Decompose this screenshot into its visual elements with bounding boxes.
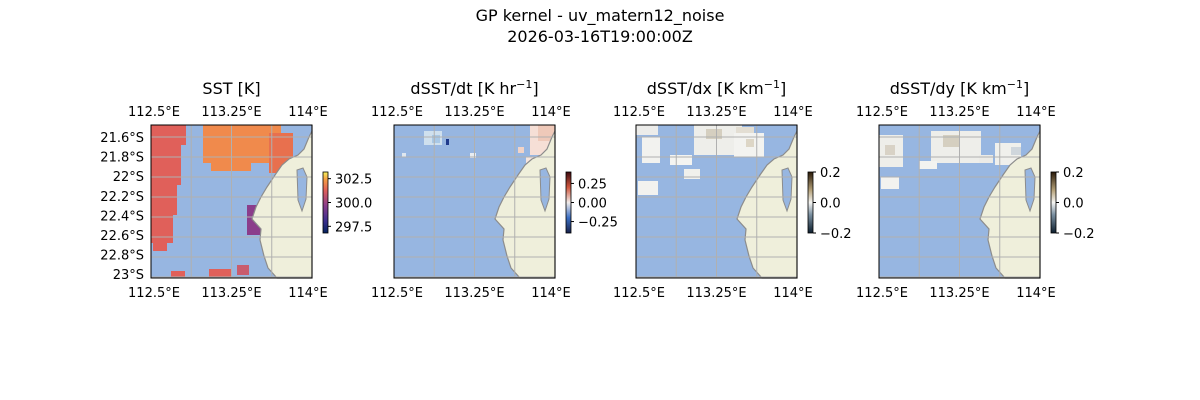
xtick-label-bottom: 113.25°E — [201, 286, 261, 301]
ytick-label: 21.6°S — [100, 131, 144, 146]
xtick-label-bottom: 112.5°E — [128, 286, 180, 301]
colorbar-sst: 302.5 300.0 297.5 — [322, 171, 372, 235]
data-patch — [979, 155, 993, 163]
colorbar-tick-label: −0.25 — [578, 216, 618, 231]
colorbar-tick-label: 0.2 — [820, 166, 841, 181]
panel-dsst_dt: dSST/dt [K hr−1] 112.5°E 112.5°E 113.25°E 11… — [371, 78, 618, 302]
xtick-label-top: 112.5°E — [613, 105, 665, 120]
colorbar-gradient — [565, 171, 572, 234]
xtick-label-top: 113.25°E — [201, 105, 261, 120]
panel-title: dSST/dt [K hr−1] — [410, 78, 538, 99]
figure-title: GP kernel - uv_matern12_noise — [475, 6, 725, 25]
xtick-label-bottom: 113.25°E — [444, 286, 504, 301]
ytick-label: 23°S — [113, 268, 144, 283]
xtick-label-bottom: 114°E — [1016, 286, 1056, 301]
xtick-label-top: 114°E — [531, 105, 571, 120]
ytick-label: 22.2°S — [100, 190, 144, 205]
xtick-label-top: 114°E — [773, 105, 813, 120]
colorbar-tick-label: 0.00 — [578, 197, 607, 212]
data-patch — [249, 125, 269, 139]
xtick-label-top: 113.25°E — [686, 105, 746, 120]
xtick-label-top: 114°E — [1016, 105, 1056, 120]
data-patch — [153, 243, 167, 251]
data-patch — [446, 139, 449, 145]
colorbar-tick-label: 0.25 — [578, 177, 607, 192]
panel-dsst_dx: dSST/dx [K km−1] 112.5°E 112.5°E 113.25°E 11… — [613, 78, 852, 302]
colorbar-dsst_dx: 0.2 0.0 −0.2 — [807, 166, 852, 242]
data-patch — [919, 161, 937, 169]
data-patch — [151, 215, 173, 243]
colorbar-tick-label: −0.2 — [820, 227, 852, 242]
data-patch — [151, 145, 181, 185]
panel-title: dSST/dy [K km−1] — [890, 78, 1029, 99]
data-patch — [636, 125, 658, 135]
data-patch — [402, 153, 406, 157]
bay-area — [539, 167, 551, 213]
colorbar-dsst_dt: 0.25 0.00 −0.25 — [565, 171, 618, 234]
data-patch — [209, 269, 231, 278]
panel-title: dSST/dx [K km−1] — [647, 78, 786, 99]
axes-frame — [393, 124, 556, 279]
data-patch — [470, 153, 476, 158]
data-patch — [237, 265, 249, 275]
ytick-label: 22.4°S — [100, 209, 144, 224]
panel-sst: SST [K] 112.5°E 112.5°E 113.25°E 113.25°E 114… — [100, 79, 372, 301]
panel-dsst_dy: dSST/dy [K km−1] 112.5°E 112.5°E 113.25°E 11… — [856, 78, 1095, 302]
colorbar-tick-label: 0.0 — [1063, 197, 1084, 212]
colorbar-tick-label: 0.0 — [820, 197, 841, 212]
data-patch — [706, 129, 722, 139]
colorbar-gradient — [1050, 171, 1057, 234]
axes-frame — [878, 124, 1041, 279]
data-patch — [684, 169, 700, 179]
data-patch — [881, 177, 899, 189]
data-patch — [885, 145, 895, 155]
xtick-label-bottom: 114°E — [531, 286, 571, 301]
ytick-label: 21.8°S — [100, 151, 144, 166]
ytick-label: 22.8°S — [100, 249, 144, 264]
ytick-label: 22°S — [113, 170, 144, 185]
data-patch — [151, 125, 186, 145]
xtick-label-bottom: 114°E — [288, 286, 328, 301]
xtick-label-top: 113.25°E — [929, 105, 989, 120]
axes-frame — [150, 124, 313, 279]
axes-frame — [635, 124, 798, 279]
data-patch — [642, 137, 660, 163]
data-patch — [518, 147, 524, 153]
data-patch — [746, 139, 754, 147]
xtick-label-top: 112.5°E — [371, 105, 423, 120]
data-patch — [171, 271, 185, 278]
bay-area — [1024, 167, 1036, 213]
xtick-label-top: 113.25°E — [444, 105, 504, 120]
bay-area — [296, 167, 308, 213]
colorbar-tick-label: 300.0 — [335, 197, 372, 212]
figure-subtitle: 2026-03-16T19:00:00Z — [507, 27, 693, 46]
bay-area — [781, 167, 793, 213]
xtick-label-bottom: 112.5°E — [371, 286, 423, 301]
xtick-label-top: 112.5°E — [856, 105, 908, 120]
data-patch — [432, 135, 440, 143]
data-patch — [670, 155, 692, 165]
xtick-label-bottom: 114°E — [773, 286, 813, 301]
data-patch — [943, 135, 959, 147]
data-patch — [1011, 147, 1021, 155]
panel-title: SST [K] — [202, 79, 260, 98]
xtick-label-bottom: 113.25°E — [686, 286, 746, 301]
colorbar-dsst_dy: 0.2 0.0 −0.2 — [1050, 166, 1095, 242]
colorbar-tick-label: 0.2 — [1063, 166, 1084, 181]
data-patch — [736, 127, 754, 133]
ytick-label: 22.6°S — [100, 229, 144, 244]
xtick-label-top: 114°E — [288, 105, 328, 120]
xtick-label-bottom: 112.5°E — [613, 286, 665, 301]
colorbar-tick-label: 302.5 — [335, 173, 372, 188]
data-patch — [151, 185, 177, 215]
xtick-label-bottom: 112.5°E — [856, 286, 908, 301]
data-patch — [638, 181, 658, 195]
colorbar-gradient — [807, 171, 814, 234]
xtick-label-top: 112.5°E — [128, 105, 180, 120]
colorbar-gradient — [322, 171, 329, 234]
xtick-label-bottom: 113.25°E — [929, 286, 989, 301]
colorbar-tick-label: 297.5 — [335, 220, 372, 235]
colorbar-tick-label: −0.2 — [1063, 227, 1095, 242]
